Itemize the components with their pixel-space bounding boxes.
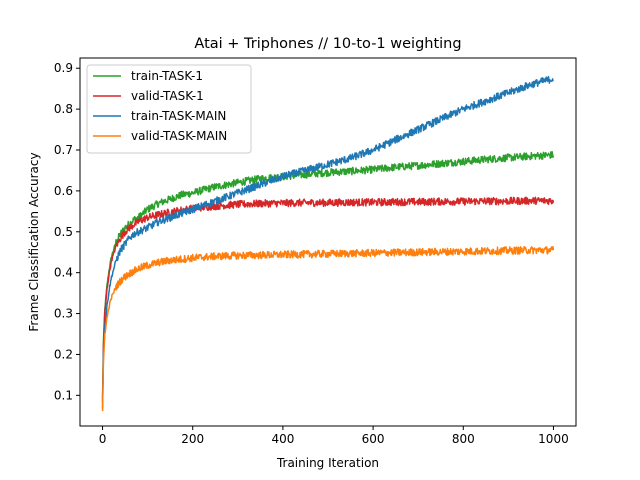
y-tick-label: 0.1 <box>54 388 73 402</box>
series-line-train-TASK-MAIN <box>101 75 554 409</box>
chart-title: Atai + Triphones // 10-to-1 weighting <box>194 36 461 52</box>
legend-box <box>86 64 252 154</box>
legend-label-valid-TASK-1: valid-TASK-1 <box>131 89 204 103</box>
y-axis: 0.1 0.2 0.3 0.4 0.5 0.6 0.7 0.8 0.9 <box>54 61 80 402</box>
y-tick-label: 0.8 <box>54 102 73 116</box>
y-tick-label: 0.4 <box>54 266 73 280</box>
plot-area <box>101 75 555 412</box>
legend-label-train-TASK-MAIN: train-TASK-MAIN <box>131 109 226 123</box>
y-axis-label: Frame Classification Accuracy <box>27 152 41 331</box>
x-axis-label: Training Iteration <box>276 456 379 470</box>
y-tick-label: 0.5 <box>54 225 73 239</box>
y-tick-label: 0.9 <box>54 61 73 75</box>
legend-label-train-TASK-1: train-TASK-1 <box>131 69 203 83</box>
legend: train-TASK-1 valid-TASK-1 train-TASK-MAIN v… <box>86 64 252 154</box>
y-tick-label: 0.3 <box>54 307 73 321</box>
x-tick-label: 1000 <box>538 432 569 446</box>
x-tick-label: 200 <box>181 432 204 446</box>
legend-label-valid-TASK-MAIN: valid-TASK-MAIN <box>131 129 227 143</box>
x-tick-label: 0 <box>99 432 107 446</box>
y-tick-label: 0.2 <box>54 347 73 361</box>
x-axis: 0 200 400 600 800 1000 <box>99 426 569 446</box>
x-tick-label: 400 <box>271 432 294 446</box>
series-line-valid-TASK-MAIN <box>101 245 555 412</box>
x-tick-label: 800 <box>452 432 475 446</box>
y-tick-label: 0.7 <box>54 143 73 157</box>
x-tick-label: 600 <box>362 432 385 446</box>
series-line-train-TASK-1 <box>101 150 555 399</box>
series-line-valid-TASK-1 <box>101 196 555 403</box>
axes-frame <box>79 57 577 427</box>
y-tick-label: 0.6 <box>54 184 73 198</box>
